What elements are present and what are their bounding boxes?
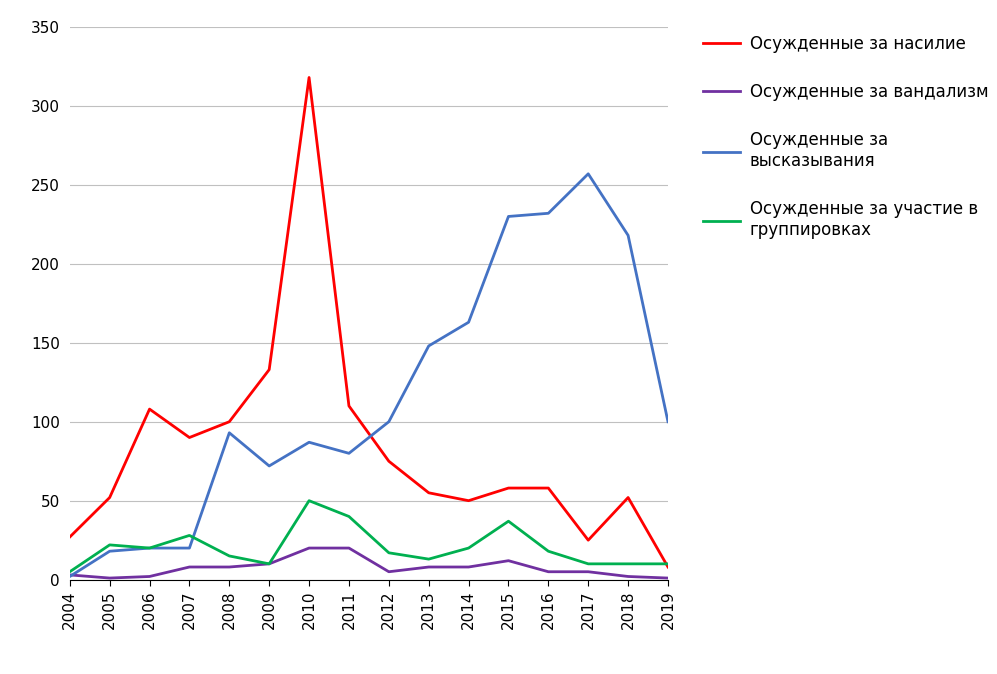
Legend: Осужденные за насилие, Осужденные за вандализм, Осужденные за
высказывания, Осуж: Осужденные за насилие, Осужденные за ван… — [696, 28, 995, 245]
